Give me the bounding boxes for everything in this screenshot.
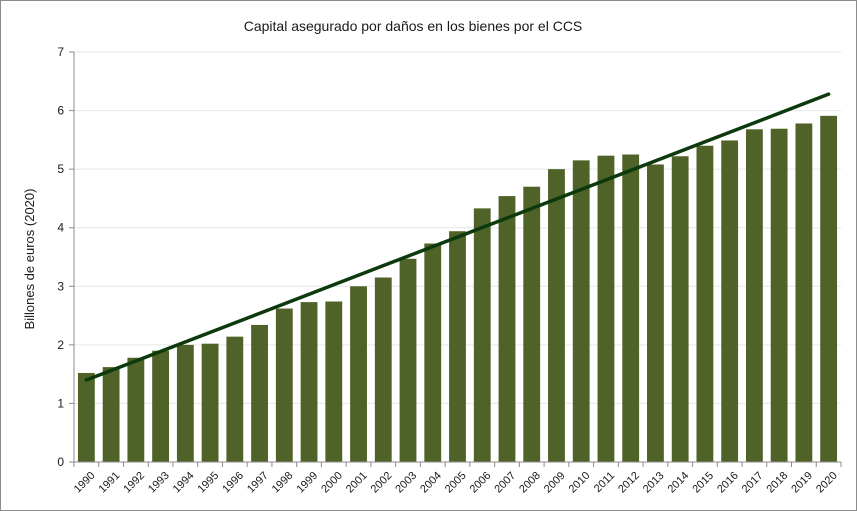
bar [275,308,293,462]
x-tick-label: 1995 [195,470,221,496]
x-tick-label: 1992 [121,470,147,496]
x-tick-label: 2006 [468,470,494,496]
bar [498,196,516,463]
bar [226,336,244,462]
x-tick-label: 1991 [97,470,123,496]
bar [399,258,417,462]
x-tick-label: 2016 [715,470,741,496]
bar [350,286,367,462]
bar [127,357,145,462]
x-tick-label: 2017 [740,470,766,496]
x-tick-label: 2002 [369,470,395,496]
x-tick-label: 2020 [814,470,840,496]
x-tick-label: 2013 [641,470,667,496]
bar [770,128,788,462]
x-tick-label: 1998 [270,470,296,496]
x-tick-label: 2015 [690,470,716,496]
x-tick-label: 2008 [517,470,543,496]
y-tick-label: 3 [57,279,64,293]
x-tick-label: 2012 [616,470,642,496]
trendline [84,92,831,382]
bar [300,302,318,462]
y-tick-label: 6 [57,104,64,118]
bar [696,145,714,462]
chart-title: Capital asegurado por daños en los biene… [244,18,583,34]
x-tick-label: 2014 [666,470,692,496]
trendline-group [84,92,831,382]
y-tick-label: 4 [57,221,64,235]
x-tick-label: 1996 [220,470,246,496]
bar [176,344,194,462]
bar [745,129,763,463]
bar [77,372,95,462]
x-tick-label: 2003 [393,470,419,496]
x-tick-labels: 1990199119921993199419951996199719981999… [72,470,840,496]
x-tick-label: 1994 [171,470,197,496]
x-tick-label: 2010 [567,470,593,496]
x-tick-label: 2018 [765,470,791,496]
bar [572,160,590,462]
bar [795,123,813,462]
bar [597,155,615,462]
bar [152,350,170,462]
bar [647,164,664,462]
y-tick-labels: 0 1 2 3 4 5 6 7 [57,45,64,469]
bar [820,115,838,462]
y-tick-label: 0 [57,455,64,469]
bar [102,367,120,462]
x-tick-label: 2001 [344,470,370,496]
bar [449,231,466,462]
bar [523,186,541,462]
bar [325,301,343,462]
y-axis-label: Billones de euros (2020) [22,189,37,330]
x-tick-label: 2019 [789,470,815,496]
y-tick-label: 5 [57,162,64,176]
x-tick-label: 2011 [592,470,617,495]
bars [77,115,838,463]
x-tick-label: 2007 [492,470,518,496]
y-tick-label: 7 [57,45,64,59]
x-tick-label: 2004 [418,470,444,496]
bar [473,208,491,462]
x-tick-label: 2000 [319,470,345,496]
bar [548,169,565,462]
x-tick-label: 1997 [245,470,271,496]
x-tick-label: 2009 [542,470,568,496]
x-tick-label: 1990 [72,470,98,496]
bar [622,154,640,462]
bar [374,277,392,462]
x-tick-label: 1993 [146,470,172,496]
bar [251,324,268,462]
bar [721,140,739,462]
bar [424,243,442,462]
bar [671,156,689,462]
y-tick-label: 2 [57,338,64,352]
x-tick-label: 1999 [294,470,320,496]
axes [69,51,842,467]
y-tick-label: 1 [57,396,64,410]
x-tick-label: 2005 [443,470,469,496]
bar [201,343,219,462]
